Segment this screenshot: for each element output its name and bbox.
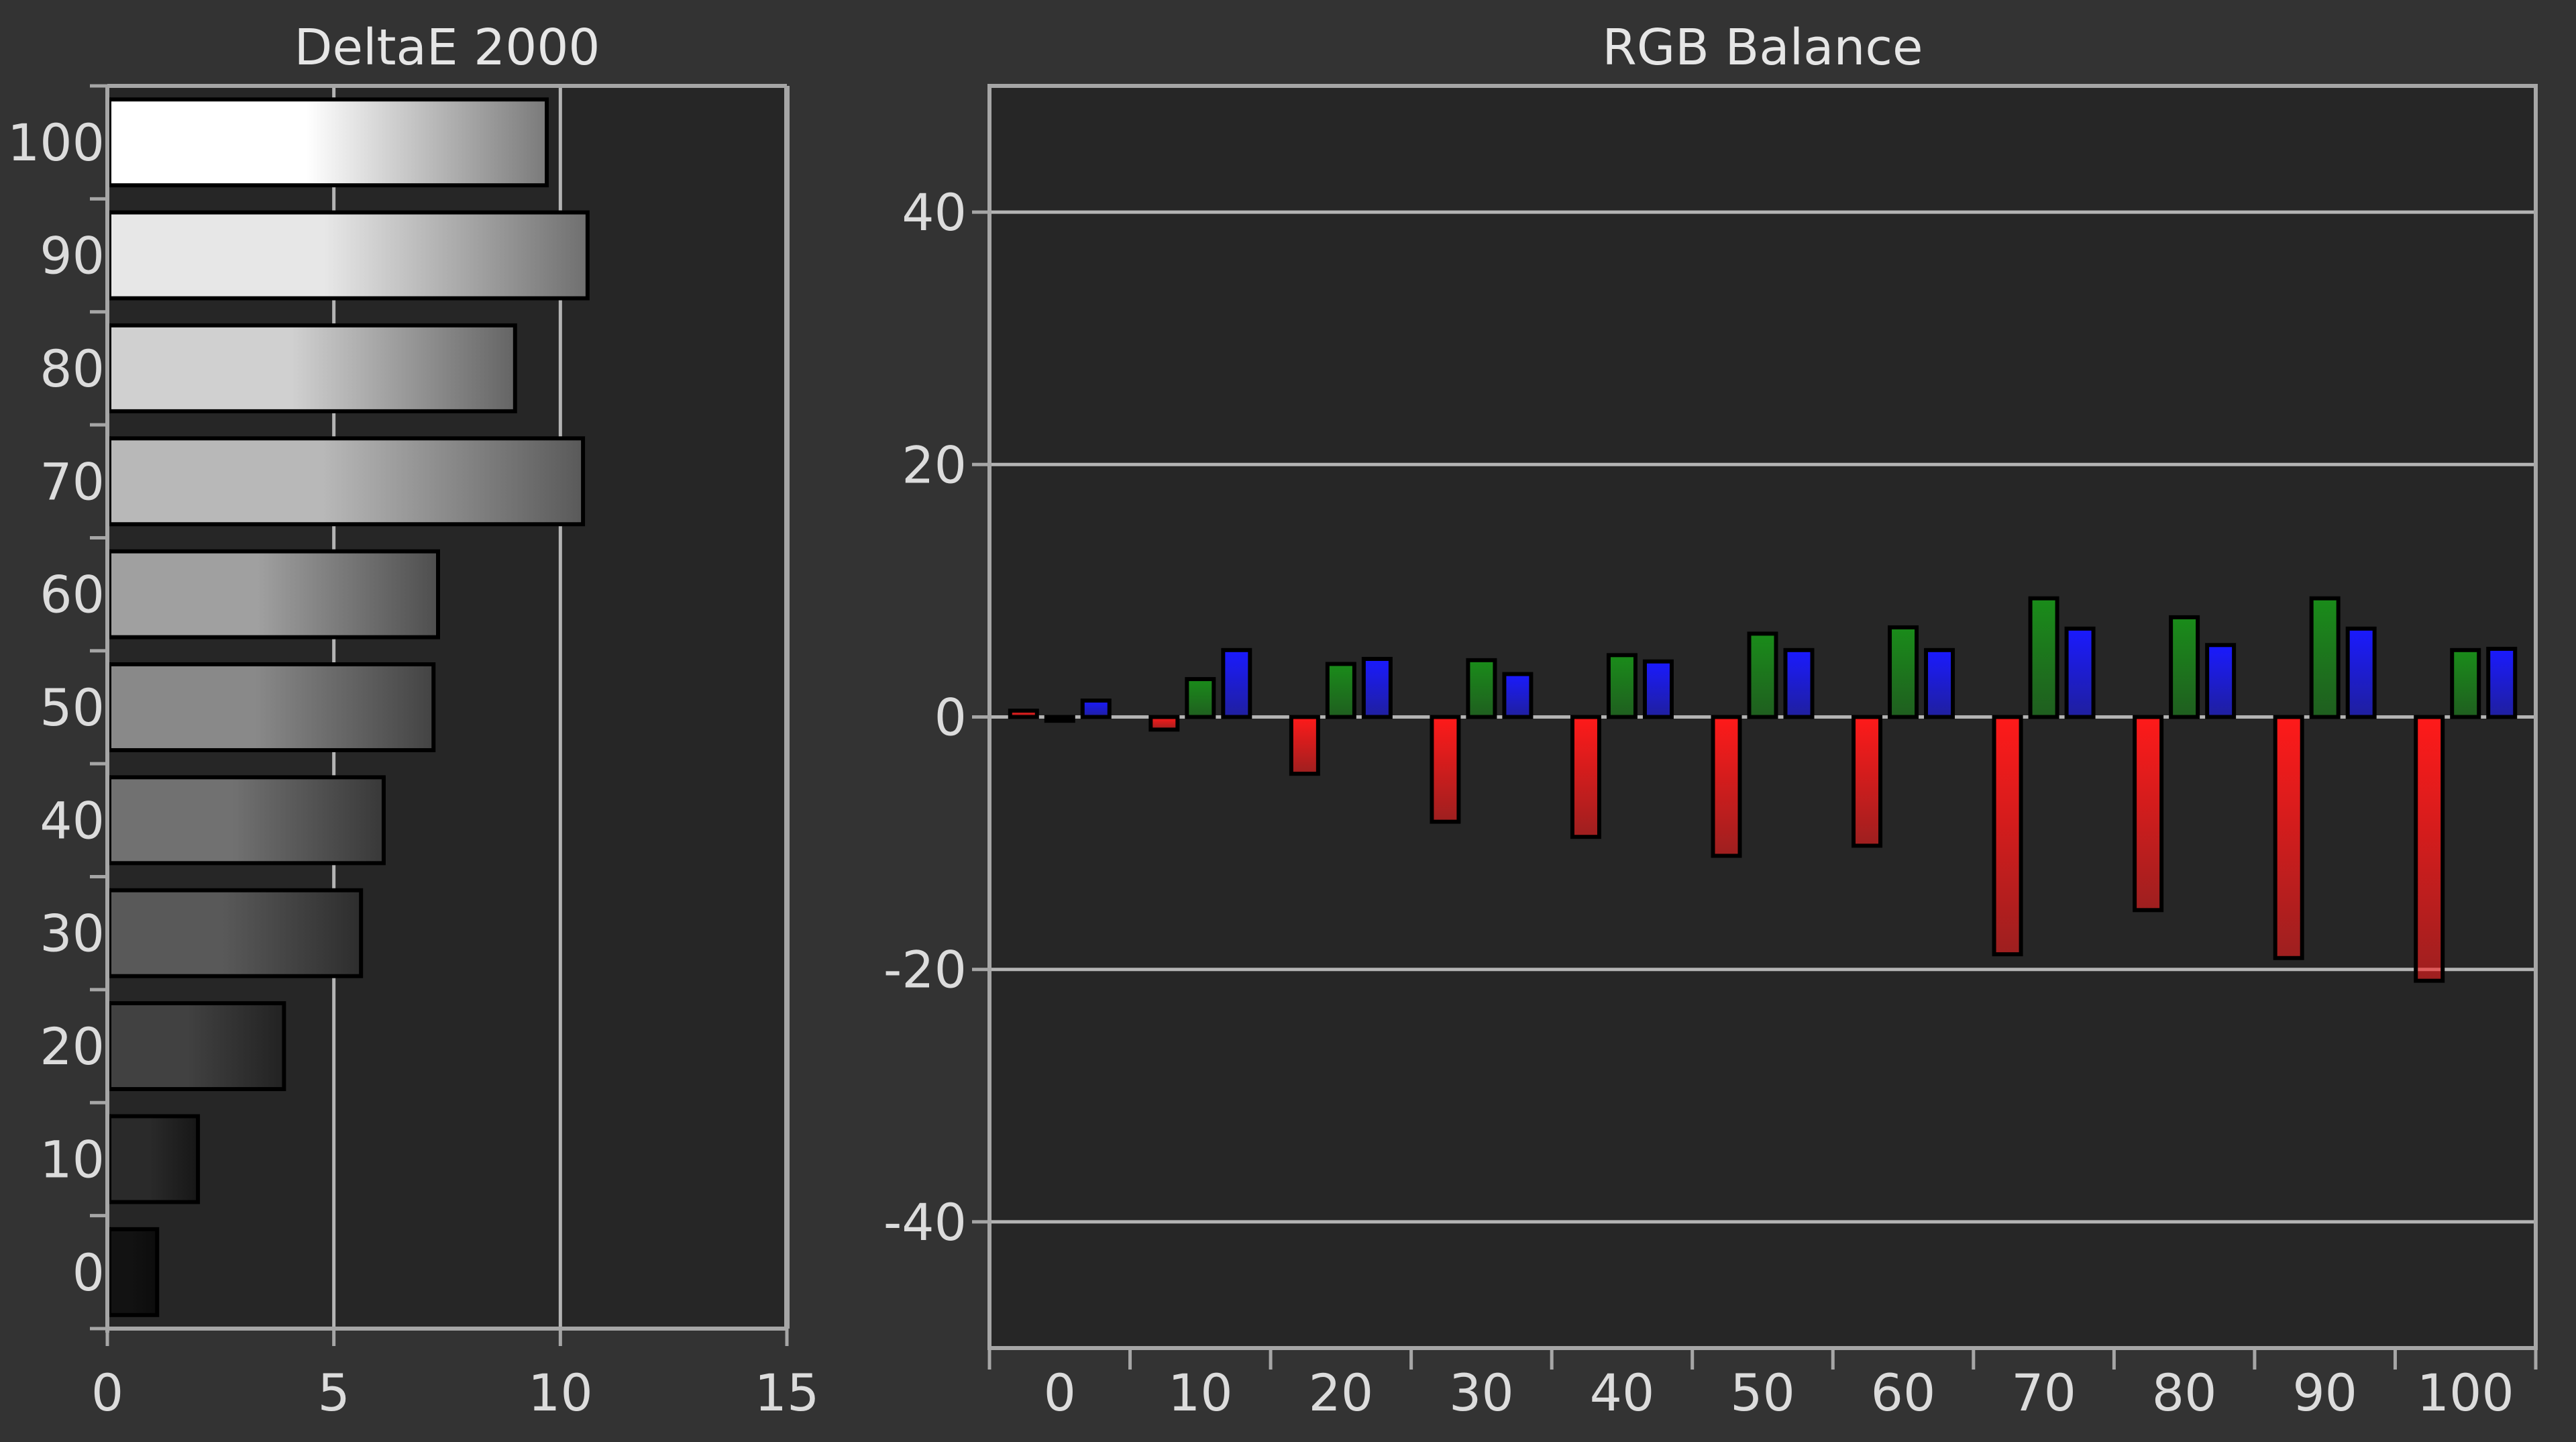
- rgb-x-tick-label: 50: [1730, 1363, 1795, 1423]
- rgb-bar-s2-50: [1783, 648, 1815, 719]
- rgb-bar-s0-100: [2414, 715, 2445, 983]
- rgb-bar-s2-70: [2064, 626, 2096, 719]
- deltae-bar-20: [107, 1001, 286, 1092]
- rgb-x-tick-label: 10: [1168, 1363, 1233, 1423]
- deltae-y-tick-label: 40: [40, 790, 105, 850]
- rgb-bar-s2-80: [2205, 643, 2237, 719]
- rgb-bar-s2-10: [1221, 648, 1252, 719]
- rgb-y-tick-label: 20: [902, 435, 967, 495]
- rgb-bar-s1-70: [2028, 596, 2059, 719]
- rgb-x-tick-label: 90: [2292, 1363, 2357, 1423]
- rgb-bar-s1-20: [1325, 662, 1356, 719]
- deltae-x-tick-label: 0: [91, 1363, 123, 1423]
- deltae-bar-30: [107, 888, 364, 978]
- rgb-x-tick-label: 100: [2417, 1363, 2514, 1423]
- rgb-bar-s1-80: [2169, 615, 2200, 719]
- rgb-y-tick-label: 40: [902, 183, 967, 242]
- deltae-bar-80: [107, 323, 517, 413]
- rgb-y-tick-label: -20: [883, 940, 967, 1000]
- rgb-x-tick-label: 70: [2011, 1363, 2076, 1423]
- rgb-balance-chart: RGB Balance 40 20 0 -20 -40 0 10 20 30 40 50 60 70 80 9…: [883, 19, 2538, 1423]
- deltae-y-tick-label: 20: [40, 1017, 105, 1076]
- deltae-bar-60: [107, 549, 440, 639]
- rgb-x-tick-label: 0: [1044, 1363, 1076, 1423]
- rgb-bar-s2-30: [1502, 672, 1534, 719]
- rgb-bar-s0-30: [1430, 715, 1461, 824]
- deltae-bar-10: [107, 1114, 201, 1204]
- deltae-bar-50: [107, 662, 436, 752]
- deltae-x-tick-label: 10: [528, 1363, 593, 1423]
- rgb-x-tick-label: 60: [1871, 1363, 1936, 1423]
- rgb-y-tick-label: 0: [934, 688, 967, 748]
- rgb-bar-s2-90: [2345, 626, 2377, 719]
- rgb-bar-s2-100: [2486, 646, 2518, 719]
- rgb-bar-s1-100: [2450, 648, 2481, 719]
- rgb-x-tick-label: 40: [1590, 1363, 1655, 1423]
- deltae-bar-70: [107, 436, 586, 527]
- deltae-y-tick-label: 50: [40, 678, 105, 737]
- rgb-bar-s0-40: [1570, 715, 1601, 839]
- rgb-bar-s2-40: [1642, 659, 1674, 719]
- deltae-bar-100: [107, 97, 549, 188]
- deltae-y-tick-label: 60: [40, 565, 105, 625]
- rgb-bar-s0-0: [1008, 709, 1039, 719]
- rgb-bar-s1-50: [1747, 631, 1778, 719]
- rgb-bar-s0-70: [1992, 715, 2023, 957]
- deltae-bar-40: [107, 775, 386, 866]
- rgb-bar-s1-0: [1044, 715, 1075, 723]
- deltae-y-tick-label: 90: [40, 226, 105, 286]
- rgb-bar-s0-80: [2133, 715, 2164, 913]
- rgb-y-tick-label: -40: [883, 1192, 967, 1252]
- deltae-y-tick-label: 0: [72, 1243, 105, 1302]
- rgb-bar-s1-90: [2309, 596, 2341, 719]
- rgb-bar-s2-20: [1361, 656, 1393, 719]
- rgb-bar-s2-60: [1924, 648, 1955, 719]
- deltae-title: DeltaE 2000: [294, 19, 600, 76]
- rgb-bar-s0-90: [2273, 715, 2304, 960]
- deltae-y-tick-label: 30: [40, 904, 105, 964]
- deltae-bar-90: [107, 210, 590, 301]
- rgb-bar-s1-40: [1606, 653, 1638, 719]
- rgb-bar-s0-60: [1851, 715, 1883, 848]
- rgb-bar-s0-10: [1148, 715, 1180, 732]
- deltae-x-tick-label: 5: [317, 1363, 350, 1423]
- rgb-x-tick-label: 80: [2152, 1363, 2217, 1423]
- deltae-x-tick-label: 15: [755, 1363, 820, 1423]
- deltae-y-tick-label: 80: [40, 339, 105, 399]
- rgb-x-tick-label: 30: [1449, 1363, 1514, 1423]
- rgb-x-tick-label: 20: [1309, 1363, 1374, 1423]
- rgb-bar-s0-50: [1711, 715, 1742, 858]
- deltae-y-tick-label: 10: [40, 1129, 105, 1189]
- rgb-bar-s1-10: [1185, 677, 1216, 719]
- deltae-bar-0: [107, 1227, 160, 1317]
- rgb-title: RGB Balance: [1602, 19, 1923, 76]
- deltae-y-tick-label: 100: [7, 113, 105, 172]
- rgb-bar-s0-20: [1289, 715, 1320, 776]
- rgb-bar-s1-60: [1888, 625, 1919, 719]
- deltae-y-tick-label: 70: [40, 452, 105, 511]
- rgb-bar-s1-30: [1466, 658, 1497, 719]
- rgb-bar-s2-0: [1080, 699, 1112, 719]
